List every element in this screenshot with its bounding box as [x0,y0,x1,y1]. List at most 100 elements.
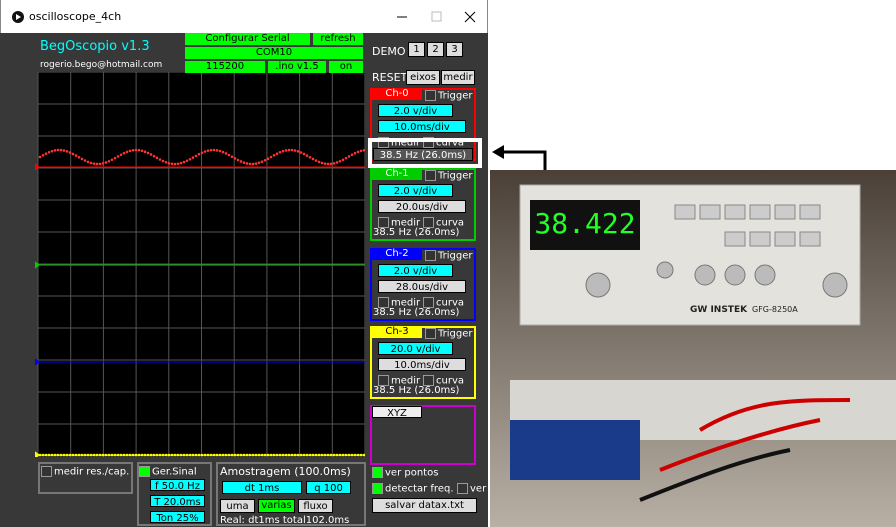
xyz-button[interactable]: XYZ [372,406,422,418]
trace-dot [72,454,75,457]
time-per-div[interactable]: 28.0us/div [378,280,466,293]
trigger-toggle[interactable]: Trigger [425,90,473,102]
axes-button[interactable]: eixos [406,70,440,85]
baud[interactable]: 115200 [185,61,265,73]
trace-dot [207,454,210,457]
time-per-div[interactable]: 10.0ms/div [378,120,466,133]
volts-per-div[interactable]: 20.0 v/div [378,342,453,355]
trace-dot [138,149,141,152]
trace-dot [261,160,264,163]
generator-toggle[interactable]: Ger.Sinal [139,466,197,478]
gen-period[interactable]: T 20.0ms [150,495,205,507]
time-per-div[interactable]: 10.0ms/div [378,358,466,371]
time-per-div[interactable]: 20.0us/div [378,200,466,213]
demo-button[interactable]: 2 [427,42,444,57]
trace-dot [144,454,147,457]
channel-name[interactable]: Ch-3 [372,326,422,338]
demo-button[interactable]: 3 [446,42,463,57]
trace-dot [315,159,318,162]
demo-button[interactable]: 1 [408,42,425,57]
trace-dot [252,454,255,457]
trigger-toggle[interactable]: Trigger [425,328,473,340]
trace-dot [309,454,312,457]
volts-per-div[interactable]: 2.0 v/div [378,264,453,277]
gen-ton[interactable]: Ton 25% [150,511,205,523]
trigger-toggle[interactable]: Trigger [425,250,473,262]
once-button[interactable]: uma [220,499,255,513]
trace-dot [186,159,189,162]
volts-per-div[interactable]: 2.0 v/div [378,104,453,117]
detect-toggle[interactable]: detectar freq. [372,483,454,495]
trace-dot [252,163,255,166]
res-cap-toggle[interactable]: medir res./cap. [41,466,129,478]
ino[interactable]: .ino v1.5 [268,61,326,73]
trace-dot [324,162,327,165]
refresh-button[interactable]: refresh [313,33,363,45]
trace-dot [48,454,51,457]
trace-dot [117,454,120,457]
trace-dot [180,162,183,165]
email: rogerio.bego@hotmail.com [40,61,162,70]
trace-dot [141,149,144,152]
flow-button[interactable]: fluxo [298,499,333,513]
trace-dot [54,454,57,457]
label: Trigger [438,91,473,102]
trace-dot [219,150,222,153]
trace-dot [342,158,345,161]
trace-dot [258,162,261,165]
points-toggle[interactable]: ver pontos [372,467,438,479]
trace-dot [42,154,45,157]
trace-dot [210,149,213,152]
trace-dot [267,454,270,457]
trace-dot [54,149,57,152]
window-controls[interactable] [369,0,489,33]
curve-toggle[interactable]: curva [423,137,464,149]
trace-dot [237,159,240,162]
volts-per-div[interactable]: 2.0 v/div [378,184,453,197]
frequency: 38.5 Hz (26.0ms) [373,228,459,238]
label: ver pontos [385,468,438,479]
trace-dot [126,454,129,457]
trace-dot [213,454,216,457]
trace-dot [159,158,162,161]
measure-toggle[interactable]: medir [378,137,420,149]
reset-button[interactable]: RESET [372,72,407,83]
many-button[interactable]: varias [258,499,295,513]
port[interactable]: COM10 [185,47,363,59]
ver-toggle[interactable]: ver [457,483,486,495]
channel-name[interactable]: Ch-1 [372,168,422,180]
trace-dot [81,158,84,161]
trace-dot [129,454,132,457]
q-field[interactable]: q 100 [306,481,351,494]
trace-dot [321,454,324,457]
trace-dot [246,162,249,165]
trace-dot [153,155,156,158]
save-button[interactable]: salvar datax.txt [372,498,477,513]
measure-button[interactable]: medir [441,70,475,85]
trace-dot [231,454,234,457]
channel-name[interactable]: Ch-0 [372,88,422,100]
channel-name[interactable]: Ch-2 [372,248,422,260]
label: curva [436,138,464,149]
trace-dot [342,454,345,457]
trace-dot [351,454,354,457]
brand: GW INSTEK [690,305,748,315]
trace-dot [183,454,186,457]
trigger-toggle[interactable]: Trigger [425,170,473,182]
trace-dot [288,149,291,152]
trace-dot [258,454,261,457]
trace-dot [198,454,201,457]
dt-field[interactable]: dt 1ms [222,481,302,494]
trace-dot [285,454,288,457]
trace-dot [165,454,168,457]
gen-frequency[interactable]: f 50.0 Hz [150,479,205,491]
trace-dot [102,454,105,457]
trace-dot [195,155,198,158]
trace-dot [165,161,168,164]
trace-dot [234,157,237,160]
trace-dot [279,454,282,457]
status[interactable]: on [329,61,363,73]
serial-button[interactable]: Configurar Serial [185,33,310,45]
trace-dot [300,151,303,154]
trace-dot [150,153,153,156]
